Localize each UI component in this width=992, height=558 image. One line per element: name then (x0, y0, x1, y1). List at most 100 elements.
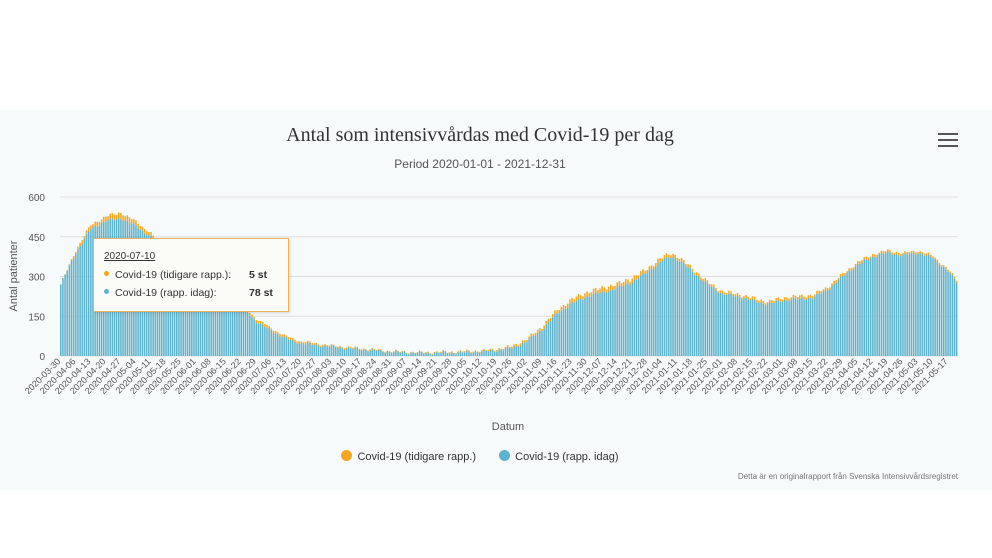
bar-tidigare-rapp[interactable] (775, 298, 777, 301)
bar-tidigare-rapp[interactable] (70, 259, 73, 261)
bar-rapp-idag[interactable] (223, 291, 225, 356)
bar-rapp-idag[interactable] (83, 238, 86, 356)
bar-rapp-idag[interactable] (365, 349, 367, 356)
bar-rapp-idag[interactable] (822, 291, 825, 356)
bar-tidigare-rapp[interactable] (575, 296, 578, 301)
bar-tidigare-rapp[interactable] (444, 351, 447, 352)
bar-tidigare-rapp[interactable] (831, 283, 833, 286)
bar-tidigare-rapp[interactable] (779, 299, 782, 302)
bar-rapp-idag[interactable] (399, 352, 401, 356)
bar-rapp-idag[interactable] (408, 354, 410, 356)
bar-tidigare-rapp[interactable] (485, 350, 487, 352)
bar-rapp-idag[interactable] (895, 253, 898, 356)
bar-tidigare-rapp[interactable] (788, 298, 790, 302)
bar-tidigare-rapp[interactable] (352, 347, 354, 349)
bar-rapp-idag[interactable] (242, 307, 245, 356)
bar-rapp-idag[interactable] (90, 229, 92, 356)
bar-rapp-idag[interactable] (296, 343, 298, 356)
bar-rapp-idag[interactable] (276, 334, 279, 356)
bar-tidigare-rapp[interactable] (562, 304, 565, 309)
bar-rapp-idag[interactable] (869, 258, 872, 356)
bar-rapp-idag[interactable] (646, 273, 649, 356)
bar-rapp-idag[interactable] (375, 350, 378, 356)
bar-rapp-idag[interactable] (504, 348, 507, 356)
bar-tidigare-rapp[interactable] (753, 296, 756, 300)
bar-tidigare-rapp[interactable] (657, 258, 659, 264)
bar-tidigare-rapp[interactable] (837, 278, 840, 281)
bar-rapp-idag[interactable] (633, 279, 636, 356)
bar-tidigare-rapp[interactable] (715, 287, 717, 291)
bar-tidigare-rapp[interactable] (92, 224, 94, 228)
bar-tidigare-rapp[interactable] (339, 346, 341, 348)
bar-tidigare-rapp[interactable] (102, 216, 105, 222)
bar-tidigare-rapp[interactable] (648, 266, 651, 271)
bar-tidigare-rapp[interactable] (94, 221, 96, 226)
bar-rapp-idag[interactable] (635, 279, 638, 356)
bar-tidigare-rapp[interactable] (382, 351, 384, 352)
bar-rapp-idag[interactable] (579, 299, 582, 356)
bar-tidigare-rapp[interactable] (717, 291, 719, 293)
bar-rapp-idag[interactable] (395, 350, 397, 356)
bar-tidigare-rapp[interactable] (81, 240, 84, 244)
bar-tidigare-rapp[interactable] (751, 296, 754, 299)
bar-tidigare-rapp[interactable] (571, 297, 573, 302)
bar-rapp-idag[interactable] (238, 303, 240, 356)
bar-rapp-idag[interactable] (294, 341, 296, 356)
bar-tidigare-rapp[interactable] (925, 253, 928, 255)
bar-rapp-idag[interactable] (186, 276, 189, 356)
bar-tidigare-rapp[interactable] (869, 256, 872, 259)
bar-rapp-idag[interactable] (599, 292, 601, 356)
bar-rapp-idag[interactable] (339, 347, 341, 356)
bar-rapp-idag[interactable] (841, 275, 844, 356)
bar-rapp-idag[interactable] (685, 266, 687, 356)
bar-rapp-idag[interactable] (893, 254, 896, 356)
bar-tidigare-rapp[interactable] (390, 352, 393, 354)
bar-rapp-idag[interactable] (844, 275, 846, 356)
bar-rapp-idag[interactable] (919, 253, 921, 356)
bar-rapp-idag[interactable] (667, 257, 670, 356)
bar-tidigare-rapp[interactable] (281, 334, 283, 338)
bar-tidigare-rapp[interactable] (143, 228, 146, 234)
bar-rapp-idag[interactable] (852, 269, 855, 356)
bar-tidigare-rapp[interactable] (463, 351, 466, 353)
bar-tidigare-rapp[interactable] (459, 350, 462, 352)
bar-rapp-idag[interactable] (833, 283, 835, 356)
bar-rapp-idag[interactable] (872, 256, 874, 356)
bar-tidigare-rapp[interactable] (122, 215, 124, 221)
bar-tidigare-rapp[interactable] (854, 263, 857, 266)
bar-tidigare-rapp[interactable] (126, 215, 129, 221)
bar-tidigare-rapp[interactable] (302, 342, 305, 345)
bar-tidigare-rapp[interactable] (839, 274, 842, 277)
bar-tidigare-rapp[interactable] (261, 322, 264, 325)
bar-rapp-idag[interactable] (75, 254, 77, 356)
bar-tidigare-rapp[interactable] (111, 213, 114, 219)
bar-rapp-idag[interactable] (309, 342, 311, 356)
bar-tidigare-rapp[interactable] (700, 277, 702, 280)
bar-tidigare-rapp[interactable] (878, 252, 881, 255)
bar-rapp-idag[interactable] (865, 259, 868, 356)
bar-tidigare-rapp[interactable] (453, 352, 455, 354)
bar-rapp-idag[interactable] (788, 301, 790, 356)
bar-rapp-idag[interactable] (938, 265, 941, 356)
bar-rapp-idag[interactable] (889, 252, 891, 356)
bar-tidigare-rapp[interactable] (590, 292, 593, 297)
bar-rapp-idag[interactable] (719, 292, 722, 356)
bar-tidigare-rapp[interactable] (292, 337, 294, 340)
bar-rapp-idag[interactable] (556, 313, 558, 356)
bar-rapp-idag[interactable] (745, 297, 747, 356)
bar-rapp-idag[interactable] (532, 335, 535, 356)
bar-rapp-idag[interactable] (554, 314, 556, 356)
bar-rapp-idag[interactable] (543, 328, 545, 356)
bar-tidigare-rapp[interactable] (893, 252, 896, 255)
bar-tidigare-rapp[interactable] (902, 253, 904, 255)
bar-rapp-idag[interactable] (771, 302, 773, 356)
bar-rapp-idag[interactable] (509, 347, 511, 356)
bar-tidigare-rapp[interactable] (412, 351, 414, 353)
bar-tidigare-rapp[interactable] (719, 290, 722, 293)
bar-tidigare-rapp[interactable] (955, 280, 958, 283)
bar-tidigare-rapp[interactable] (77, 246, 79, 250)
bar-tidigare-rapp[interactable] (448, 352, 451, 354)
bar-tidigare-rapp[interactable] (472, 351, 475, 353)
bar-tidigare-rapp[interactable] (603, 287, 606, 292)
bar-rapp-idag[interactable] (715, 290, 717, 356)
